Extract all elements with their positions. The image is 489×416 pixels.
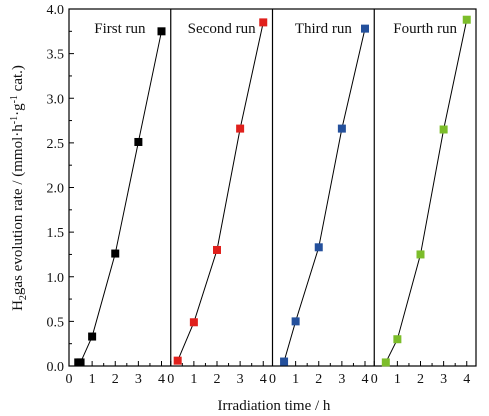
data-point <box>259 18 268 27</box>
y-axis-title-part: 2 <box>18 295 29 300</box>
panel-title: Third run <box>295 21 353 37</box>
data-point <box>88 332 97 341</box>
data-point <box>361 24 369 33</box>
data-point <box>189 318 198 327</box>
data-point <box>416 250 425 259</box>
x-tick-label: 3 <box>338 372 345 387</box>
panel-title: Second run <box>188 21 256 37</box>
data-point <box>134 137 143 146</box>
y-axis-title-part: cat.) <box>10 65 26 95</box>
data-point <box>314 243 323 252</box>
x-tick-label: 4 <box>158 372 165 387</box>
x-tick-label: 2 <box>315 372 322 387</box>
data-point <box>111 249 120 258</box>
x-tick-label: 1 <box>190 372 197 387</box>
x-tick-label: 0 <box>66 372 73 387</box>
y-axis-title-part: -1 <box>9 116 20 124</box>
x-tick-label: 2 <box>417 372 424 387</box>
data-point <box>337 124 346 133</box>
x-tick-label: 3 <box>135 372 142 387</box>
y-tick-label: 4.0 <box>47 3 65 18</box>
x-tick-label: 1 <box>292 372 299 387</box>
y-tick-label: 3.5 <box>47 48 65 63</box>
data-point <box>393 335 402 344</box>
x-tick-label: 4 <box>463 372 470 387</box>
panel-title: First run <box>94 21 146 37</box>
x-axis-title: Irradiation time / h <box>218 398 331 414</box>
data-point <box>236 124 245 133</box>
x-tick-label: 3 <box>237 372 244 387</box>
series-line <box>283 28 366 362</box>
y-axis-title-part: -1 <box>9 95 20 103</box>
x-tick-label: 0 <box>167 372 174 387</box>
y-tick-label: 1.5 <box>47 226 65 241</box>
y-tick-label: 2.5 <box>47 137 65 152</box>
data-point <box>280 357 289 366</box>
y-tick-label: 0.0 <box>47 360 65 375</box>
series-line <box>385 19 468 363</box>
x-tick-label: 4 <box>260 372 267 387</box>
y-tick-label: 3.0 <box>47 92 65 107</box>
x-tick-label: 1 <box>89 372 96 387</box>
data-point <box>439 125 448 134</box>
x-tick-label: 2 <box>214 372 221 387</box>
data-point <box>381 358 390 367</box>
y-tick-label: 0.5 <box>47 315 65 330</box>
series-line <box>78 31 162 363</box>
plot-layer: 0.0 0.5 1.0 1.5 2.0 2.5 3.0 3.5 4.0 0 1 2 3 4 First ru… <box>47 3 477 387</box>
x-tick-label: 0 <box>269 372 276 387</box>
data-point <box>291 317 300 326</box>
y-axis-title-part: ·g <box>10 103 26 116</box>
panel-title: Fourth run <box>393 21 457 37</box>
data-point <box>173 356 182 365</box>
data-point <box>462 15 471 24</box>
data-point <box>157 27 166 36</box>
x-tick-label: 2 <box>112 372 119 387</box>
data-point <box>76 358 85 367</box>
y-axis-title: H2gas evolution rate / (mmol·h-1·g-1 cat… <box>9 65 29 311</box>
series-line <box>177 22 264 361</box>
x-tick-label: 4 <box>362 372 369 387</box>
y-axis-title-part: H <box>10 300 26 311</box>
x-tick-label: 3 <box>440 372 447 387</box>
y-axis-title-part: gas evolution rate / (mmol·h <box>10 124 26 295</box>
x-tick-label: 0 <box>371 372 378 387</box>
data-point <box>213 245 221 254</box>
x-tick-label: 1 <box>394 372 401 387</box>
y-tick-label: 1.0 <box>47 271 65 286</box>
y-tick-label: 2.0 <box>47 182 65 197</box>
